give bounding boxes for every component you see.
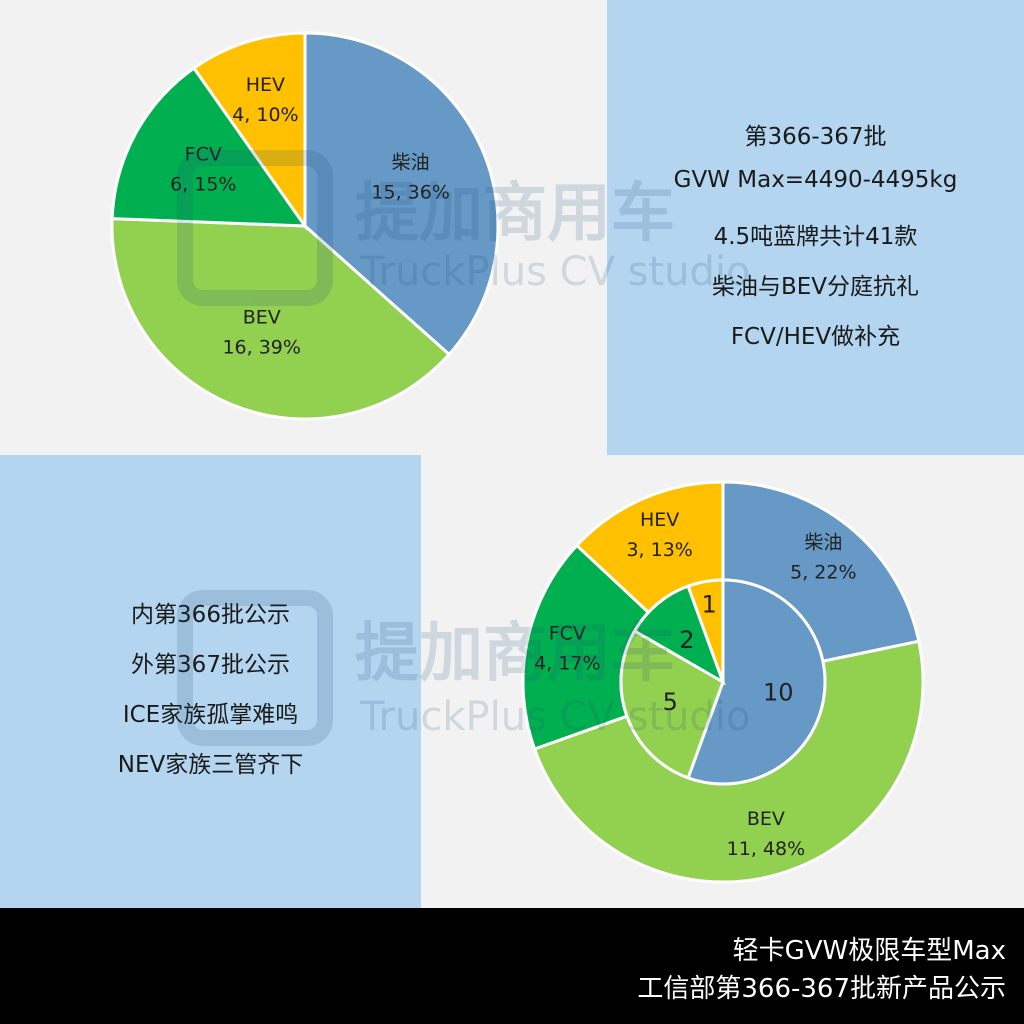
slice-label: 16, 39% (222, 336, 301, 358)
inner-slice-value: 10 (763, 679, 794, 707)
note-line: 柴油与BEV分庭抗礼 (711, 274, 920, 300)
segment-label: HEV (640, 509, 679, 531)
note-line: FCV/HEV做补充 (730, 324, 901, 350)
top-note-panel: 第366-367批 GVW Max=4490-4495kg 4.5吨蓝牌共计41… (607, 0, 1024, 455)
inner-slice-value: 2 (679, 626, 694, 654)
slice-label: BEV (243, 306, 281, 328)
doughnut-chart: 柴油 5, 22% BEV 11, 48% FCV 4, 17% HEV 3, 13% 10 5 2… (521, 480, 925, 884)
segment-label: BEV (747, 808, 785, 830)
pie-slice (303, 31, 500, 357)
footer-title: 轻卡GVW极限车型Max (732, 936, 1006, 966)
segment-label: 柴油 (804, 532, 842, 554)
slice-label: HEV (246, 74, 285, 96)
bottom-note-panel: 内第366批公示 外第367批公示 ICE家族孤掌难鸣 NEV家族三管齐下 (0, 455, 421, 908)
pie-slice (110, 66, 308, 228)
note-line: NEV家族三管齐下 (117, 752, 304, 778)
segment-label: 4, 17% (534, 653, 600, 675)
inner-pie-slice (686, 578, 725, 683)
segment-label: FCV (549, 623, 586, 645)
slice-label: 柴油 (392, 152, 430, 174)
segment-label: 11, 48% (727, 838, 806, 860)
pie-slice (110, 217, 452, 421)
note-line: 第366-367批 (744, 124, 887, 150)
slice-label: 4, 10% (232, 104, 298, 126)
segment-label: 5, 22% (790, 562, 856, 584)
note-line: GVW Max=4490-4495kg (673, 167, 958, 193)
footer-subtitle: 工信部第366-367批新产品公示 (637, 974, 1006, 1004)
segment-label: 3, 13% (626, 539, 692, 561)
footer-banner: 轻卡GVW极限车型Max 工信部第366-367批新产品公示 (0, 908, 1024, 1024)
slice-label: 6, 15% (170, 174, 236, 196)
note-line: 外第367批公示 (131, 652, 290, 678)
note-line: 4.5吨蓝牌共计41款 (713, 224, 918, 250)
note-line: ICE家族孤掌难鸣 (122, 702, 299, 728)
pie-chart-366-367: 柴油 15, 36% BEV 16, 39% FCV 6, 15% HEV 4, 10% (110, 31, 500, 421)
inner-pie-slice (686, 578, 827, 786)
inner-slice-value: 1 (702, 591, 717, 619)
inner-slice-value: 5 (663, 688, 678, 716)
slice-label: FCV (185, 144, 222, 166)
note-line: 内第366批公示 (131, 602, 290, 628)
pie-slice (191, 31, 307, 231)
slice-label: 15, 36% (371, 182, 450, 204)
